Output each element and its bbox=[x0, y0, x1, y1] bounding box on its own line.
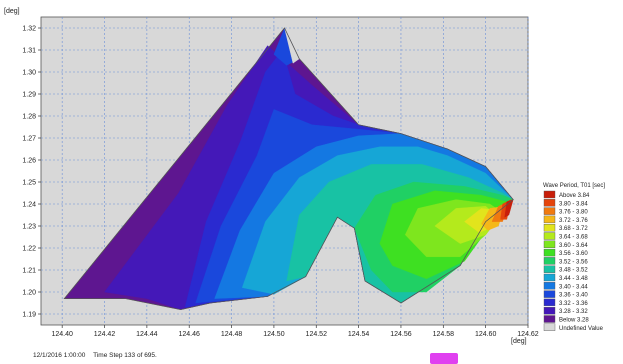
legend-swatch-16 bbox=[543, 323, 556, 331]
legend-label-5: 3.64 - 3.68 bbox=[559, 235, 588, 241]
legend-label-16: Undefined Value bbox=[559, 326, 604, 332]
legend-swatch-15 bbox=[543, 315, 556, 323]
overlay-badge bbox=[430, 353, 458, 364]
legend-swatch-13 bbox=[543, 298, 556, 307]
y-tick-label-4: 1.23 bbox=[22, 224, 36, 231]
legend-label-9: 3.48 - 3.52 bbox=[559, 268, 588, 274]
legend-swatch-11 bbox=[543, 282, 556, 290]
y-tick-label-11: 1.30 bbox=[22, 70, 36, 77]
x-tick-label-5: 124.50 bbox=[263, 331, 285, 338]
y-tick-label-2: 1.21 bbox=[22, 268, 36, 275]
y-tick-label-1: 1.20 bbox=[22, 290, 36, 297]
x-tick-label-1: 124.42 bbox=[94, 331, 116, 338]
legend-swatch-5 bbox=[543, 232, 556, 240]
x-tick-label-7: 124.54 bbox=[348, 331, 370, 338]
domain-outline bbox=[63, 27, 514, 311]
y-tick-label-0: 1.19 bbox=[22, 312, 36, 319]
y-tick-label-5: 1.24 bbox=[22, 202, 36, 209]
x-tick-label-9: 124.58 bbox=[433, 331, 455, 338]
x-tick-label-4: 124.48 bbox=[221, 331, 243, 338]
legend-label-14: 3.28 - 3.32 bbox=[559, 309, 588, 315]
legend-label-13: 3.32 - 3.36 bbox=[559, 301, 588, 307]
legend-label-1: 3.80 - 3.84 bbox=[559, 201, 588, 207]
x-tick-label-0: 124.40 bbox=[51, 331, 73, 338]
legend-label-3: 3.72 - 3.76 bbox=[559, 218, 588, 224]
legend-swatch-12 bbox=[543, 290, 556, 298]
x-tick-label-2: 124.44 bbox=[136, 331, 158, 338]
x-tick-label-11: 124.62 bbox=[517, 331, 539, 338]
y-tick-label-10: 1.29 bbox=[22, 92, 36, 99]
legend-swatch-0 bbox=[543, 190, 556, 199]
y-axis-unit-label: [deg] bbox=[4, 8, 20, 15]
x-tick-label-6: 124.52 bbox=[306, 331, 328, 338]
y-tick-label-12: 1.31 bbox=[22, 48, 36, 55]
legend-label-10: 3.44 - 3.48 bbox=[559, 276, 588, 282]
legend-label-15: Below 3.28 bbox=[559, 318, 589, 324]
y-tick-label-8: 1.27 bbox=[22, 136, 36, 143]
legend-title: Wave Period, T01 [sec] bbox=[543, 183, 605, 189]
legend-label-11: 3.40 - 3.44 bbox=[559, 284, 588, 290]
legend-swatch-14 bbox=[543, 307, 556, 315]
legend-swatch-8 bbox=[543, 257, 556, 265]
legend-label-0: Above 3.84 bbox=[559, 193, 590, 199]
y-tick-label-3: 1.22 bbox=[22, 246, 36, 253]
legend-swatch-9 bbox=[543, 265, 556, 273]
x-axis-unit-label: [deg] bbox=[511, 338, 527, 345]
legend-swatch-7 bbox=[543, 248, 556, 257]
legend-swatch-3 bbox=[543, 215, 556, 224]
legend-swatch-6 bbox=[543, 240, 556, 249]
x-tick-label-10: 124.60 bbox=[475, 331, 497, 338]
x-tick-label-3: 124.46 bbox=[179, 331, 201, 338]
legend-label-8: 3.52 - 3.56 bbox=[559, 259, 588, 265]
legend-label-2: 3.76 - 3.80 bbox=[559, 210, 588, 216]
legend-label-6: 3.60 - 3.64 bbox=[559, 243, 588, 249]
y-tick-label-9: 1.28 bbox=[22, 114, 36, 121]
contour-bands bbox=[64, 27, 514, 310]
legend-swatch-1 bbox=[543, 199, 556, 207]
status-bar: 12/1/2016 1:00:00 Time Step 133 of 695. bbox=[33, 352, 163, 359]
y-tick-label-6: 1.25 bbox=[22, 180, 36, 187]
status-date-time: 12/1/2016 1:00:00 bbox=[33, 352, 86, 359]
status-time-step: Time Step 133 of 695. bbox=[93, 352, 157, 359]
legend-swatch-2 bbox=[543, 207, 556, 215]
legend-swatch-10 bbox=[543, 273, 556, 282]
axes: 124.40 124.42 124.44 124.46 124.48 124.50 124.… bbox=[22, 26, 538, 339]
legend-label-12: 3.36 - 3.40 bbox=[559, 293, 588, 299]
legend-label-4: 3.68 - 3.72 bbox=[559, 226, 588, 232]
x-tick-label-8: 124.56 bbox=[390, 331, 412, 338]
legend: Wave Period, T01 [sec] Above 3.84 3.80 - … bbox=[543, 183, 605, 332]
y-tick-label-13: 1.32 bbox=[22, 26, 36, 33]
y-tick-label-7: 1.26 bbox=[22, 158, 36, 165]
legend-swatch-4 bbox=[543, 223, 556, 232]
legend-label-7: 3.56 - 3.60 bbox=[559, 251, 588, 257]
